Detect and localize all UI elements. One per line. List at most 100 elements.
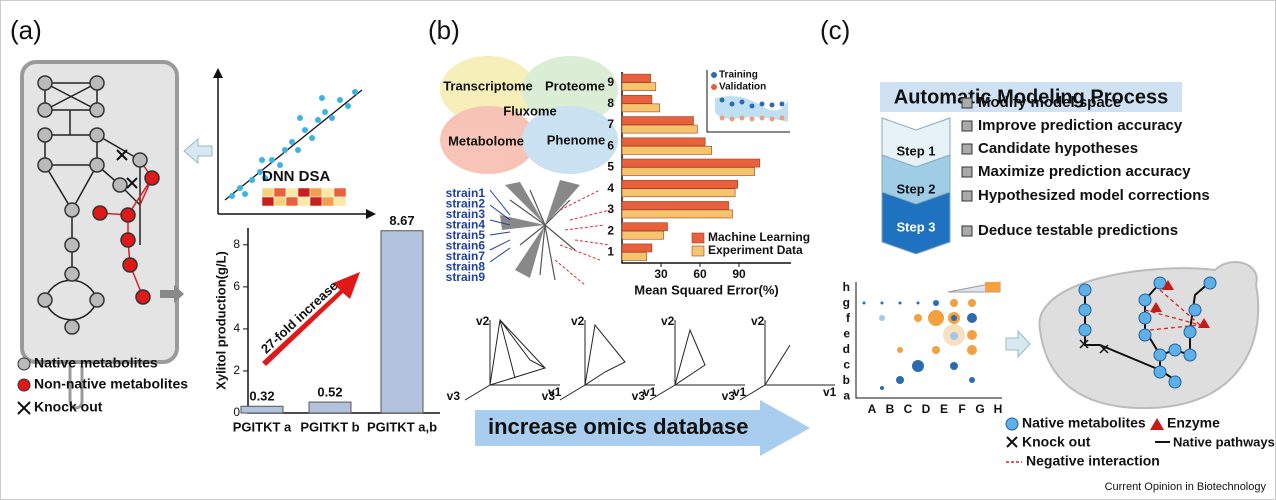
steps [881,117,951,255]
x-tick-label: C [904,402,913,416]
bar [621,145,712,155]
item-text: Candidate hypotheses [978,140,1138,157]
bullet [961,120,973,132]
panel-label: (c) [820,15,850,45]
bullet [961,225,973,237]
y-tick-label: e [843,327,850,341]
legend-text: Native metabolites [34,355,158,371]
bullet [961,190,973,202]
footer: Current Opinion in Biotechnology [1105,481,1267,493]
axis-name: v1 [548,385,562,399]
legend-c [1005,417,1170,463]
inset-plot [706,70,790,133]
legend-text: Non-native metabolites [34,376,188,392]
legend-text: Knock out [34,399,103,415]
step: Step 2 [896,181,935,196]
legend-swatch [691,245,705,257]
data-label: 8.67 [389,213,414,228]
x-tick-label: 60 [693,267,707,281]
bar [308,401,352,414]
venn [440,56,618,174]
bubble-plot [855,281,1031,399]
axis-name: v1 [823,385,837,399]
bar [621,167,755,176]
item-text: Deduce testable predictions [978,222,1178,239]
y-tick-label: 2 [607,223,614,237]
y-tick-label: 3 [607,202,614,216]
banner-arrow [475,400,810,456]
y-tick-label: 7 [607,117,614,131]
strain-label: strain7 [446,249,486,263]
bar [621,95,653,104]
y-tick-label: h [843,280,850,294]
step: Step 1 [896,143,935,158]
strain-label: strain6 [446,239,486,253]
x-tick-label: 30 [654,267,668,281]
bullet [961,143,973,155]
legend-text: Knock out [1022,434,1091,450]
legend-text: Native pathways [1173,434,1275,449]
x-tick-label: A [868,402,877,416]
bar [240,405,284,414]
item-text: Maximize prediction accuracy [978,163,1191,180]
strain-label: strain3 [446,207,486,221]
data-label: 0.32 [249,389,274,404]
legend-text: Experiment Data [708,243,803,257]
inset-legend: Validation [719,82,766,93]
item-text: Improve prediction accuracy [978,117,1183,134]
x-tick-label: G [975,402,984,416]
y-tick-label: b [843,373,850,387]
legend-text: Native metabolites [1022,415,1146,431]
phylo-tree [489,180,611,286]
legend-text: Machine Learning [708,230,810,244]
strain-label: strain4 [446,218,486,232]
venn-label: Metabolome [448,133,524,148]
venn-label: Phenome [547,132,606,147]
bar [621,137,706,147]
venn-label: Transcriptome [443,78,533,93]
bar [621,103,661,113]
scatter-a: DNN DSA [213,68,376,219]
y-tick-label: 6 [233,279,240,293]
step: Step 3 [896,219,935,234]
y-tick-label: 4 [607,181,614,195]
strain-label: strain1 [446,186,486,200]
y-tick-label: d [843,342,850,356]
panel-label: (a) [10,15,42,45]
y-tick-label: 1 [607,245,614,259]
y-tick-label: 8 [233,237,240,251]
x-tick-label: 90 [732,267,746,281]
bar [621,124,698,134]
bar [621,116,694,125]
legend-swatch [691,232,705,244]
increase-arrow [262,272,360,366]
x-tick-label: PGITKT b [300,419,359,434]
axis-name: v3 [542,389,556,403]
y-tick-label: 6 [607,138,614,152]
bar [621,222,668,232]
y-tick-label: 8 [607,96,614,110]
bar [621,252,648,261]
bar [621,243,653,253]
y-tick-label: c [843,358,850,372]
bar [621,73,651,83]
inset-legend: Training [719,70,758,81]
axis-name: v2 [476,314,490,328]
legend-a [17,357,31,415]
item-text: Hypothesized model corrections [978,187,1210,204]
y-tick-label: 4 [233,321,240,335]
bar [621,82,657,91]
y-tick-label: a [843,389,850,403]
x-tick-label: H [994,402,1003,416]
axis-name: v2 [751,314,765,328]
bar [621,230,664,240]
x-tick-label: PGITKT a,b [367,419,437,434]
axis-name: v2 [571,314,585,328]
axis-name: v1 [643,385,657,399]
network-a [20,60,213,410]
x-tick-label: E [940,402,948,416]
bar [621,179,738,189]
x-axis-label: Mean Squared Error(%) [634,282,778,297]
axis-name: v3 [722,389,736,403]
data-label: 0.52 [317,385,342,400]
